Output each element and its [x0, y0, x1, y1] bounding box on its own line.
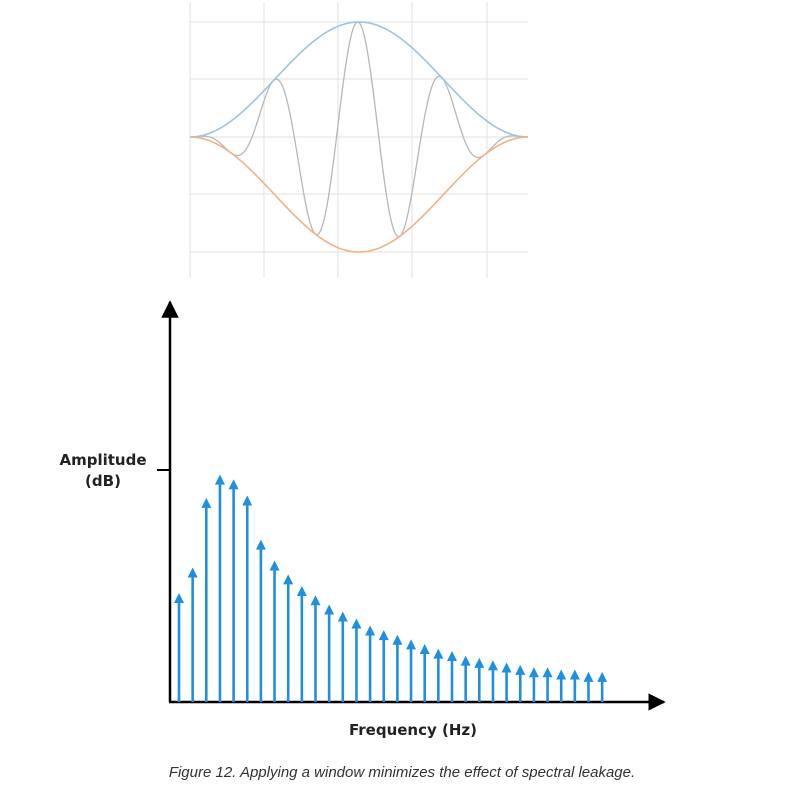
- stem-arrowhead: [283, 574, 294, 585]
- stem-arrowhead: [324, 604, 335, 615]
- stem-arrowhead: [242, 495, 253, 506]
- stem-arrowhead: [392, 634, 403, 645]
- spectrum-stem: [392, 634, 403, 702]
- spectrum-stem: [296, 586, 307, 702]
- spectrum-stem: [487, 660, 498, 702]
- stem-arrowhead: [351, 618, 362, 629]
- stem-arrowhead: [528, 667, 539, 678]
- spectrum-chart: Amplitude (dB) Frequency (Hz): [59, 300, 666, 739]
- stem-arrowhead: [542, 667, 553, 678]
- stem-arrowhead: [447, 650, 457, 661]
- spectrum-stem: [569, 669, 580, 702]
- stem-arrowhead: [583, 671, 594, 682]
- spectrum-stem: [351, 618, 362, 702]
- stem-arrowhead: [487, 660, 498, 671]
- spectrum-stem: [283, 574, 294, 702]
- spectrum-stem: [501, 662, 512, 702]
- spectrum-stem: [542, 667, 553, 702]
- stem-arrowhead: [337, 611, 348, 622]
- windowed-signal-plot: [189, 2, 528, 278]
- stem-arrowhead: [569, 669, 580, 680]
- x-axis-label: Frequency (Hz): [349, 721, 477, 739]
- stem-arrowhead: [187, 567, 198, 578]
- window-envelope-upper: [190, 21, 528, 138]
- spectrum-stem: [337, 611, 348, 702]
- spectrum-stem: [583, 671, 594, 702]
- window-plot-grid: [189, 2, 528, 278]
- windowed-signal-curve: [190, 21, 528, 238]
- spectrum-stem: [474, 657, 485, 702]
- stem-arrowhead: [419, 644, 430, 654]
- spectrum-stem: [528, 667, 539, 702]
- spectrum-stem: [242, 495, 253, 702]
- stem-arrowhead: [597, 671, 608, 682]
- spectrum-stem: [447, 650, 457, 702]
- y-axis-label-line1: Amplitude: [59, 451, 146, 469]
- spectrum-stem: [255, 539, 266, 702]
- stem-arrowhead: [501, 662, 512, 673]
- spectrum-stems: [174, 474, 608, 702]
- spectrum-stem: [365, 625, 376, 702]
- stem-arrowhead: [406, 639, 417, 650]
- spectrum-stem: [597, 671, 608, 702]
- stem-arrowhead: [433, 648, 444, 659]
- stem-arrowhead: [214, 474, 225, 485]
- spectrum-stem: [324, 604, 335, 702]
- stem-arrowhead: [474, 657, 485, 668]
- stem-arrowhead: [378, 630, 389, 641]
- stem-arrowhead: [201, 497, 212, 508]
- window-envelope-lower: [190, 136, 528, 253]
- spectrum-stem: [201, 497, 212, 702]
- spectrum-stem: [228, 479, 239, 702]
- spectrum-stem: [310, 595, 321, 702]
- stem-arrowhead: [269, 560, 280, 571]
- spectrum-stem: [433, 648, 444, 702]
- stem-arrowhead: [365, 625, 376, 636]
- spectrum-stem: [378, 630, 389, 702]
- spectrum-stem: [556, 669, 567, 702]
- spectrum-stem: [419, 644, 430, 702]
- stem-arrowhead: [460, 655, 471, 666]
- figure-caption: Figure 12. Applying a window minimizes t…: [168, 764, 636, 781]
- spectrum-stem: [174, 592, 184, 702]
- spectrum-stem: [214, 474, 225, 702]
- y-axis-label-line2: (dB): [85, 472, 121, 490]
- stem-arrowhead: [515, 664, 526, 675]
- spectrum-stem: [460, 655, 471, 702]
- stem-arrowhead: [174, 592, 184, 603]
- spectrum-stem: [406, 639, 417, 702]
- stem-arrowhead: [556, 669, 567, 680]
- stem-arrowhead: [255, 539, 266, 550]
- spectrum-stem: [515, 664, 526, 702]
- spectrum-stem: [187, 567, 198, 702]
- stem-arrowhead: [310, 595, 321, 606]
- spectrum-stem: [269, 560, 280, 702]
- stem-arrowhead: [228, 479, 239, 490]
- stem-arrowhead: [296, 586, 307, 596]
